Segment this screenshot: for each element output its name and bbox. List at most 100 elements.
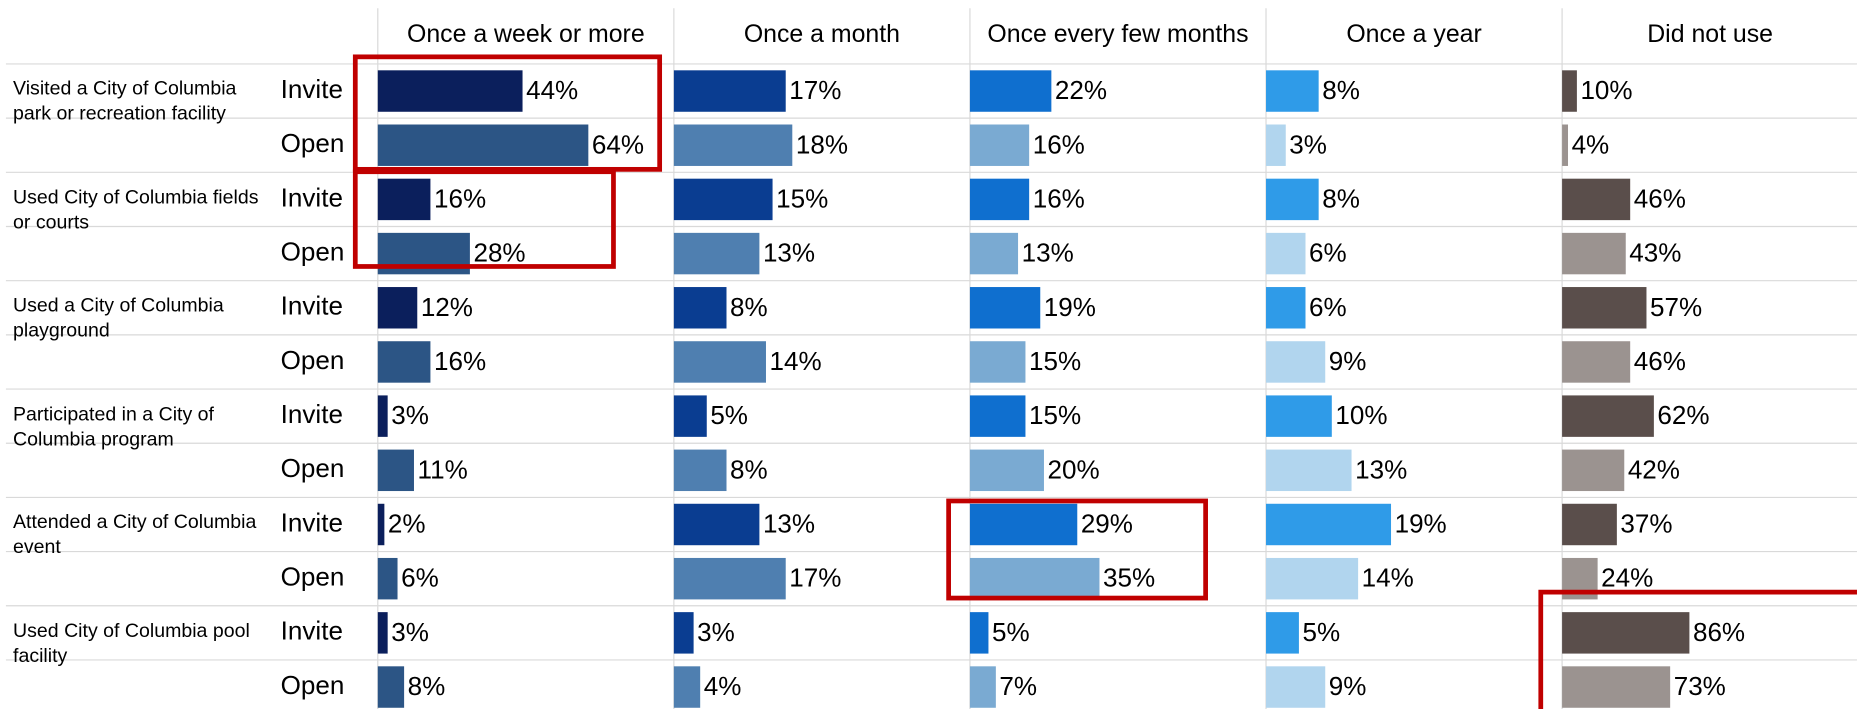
- value-label: 5%: [710, 400, 748, 430]
- bar: [1266, 612, 1299, 654]
- bar: [1266, 178, 1319, 221]
- bar: [969, 395, 1026, 437]
- value-label: 12%: [421, 292, 473, 322]
- bar: [1562, 287, 1647, 329]
- group-label: Invite: [281, 399, 343, 429]
- panel-header: Once a month: [744, 20, 900, 48]
- category-label: Used a City of Columbia playground: [13, 294, 224, 342]
- panel-header: Once a week or more: [407, 20, 645, 48]
- group-label: Invite: [281, 74, 343, 104]
- category-label: Attended a City of Columbia event: [13, 511, 257, 558]
- value-label: 16%: [1033, 129, 1085, 159]
- category-label: Used City of Columbia fields or courts: [13, 186, 259, 233]
- value-label: 13%: [1022, 238, 1074, 268]
- value-label: 6%: [401, 563, 439, 593]
- value-label: 42%: [1628, 454, 1680, 484]
- bar: [377, 124, 589, 166]
- value-label: 15%: [1029, 346, 1081, 376]
- highlight-boxes: [352, 54, 1857, 709]
- value-label: 19%: [1395, 509, 1447, 539]
- value-label: 15%: [776, 183, 828, 213]
- value-label: 6%: [1309, 292, 1347, 322]
- bar: [673, 287, 727, 329]
- value-label: 2%: [388, 509, 426, 539]
- value-label: 28%: [473, 238, 525, 268]
- bar: [1562, 612, 1690, 654]
- bar: [969, 178, 1030, 221]
- bar: [969, 232, 1019, 275]
- value-label: 62%: [1657, 400, 1709, 430]
- bar: [377, 557, 398, 600]
- value-label: 18%: [796, 129, 848, 159]
- group-label: Open: [281, 562, 345, 592]
- bar: [377, 503, 385, 546]
- bar: [377, 395, 388, 437]
- bar: [1562, 124, 1569, 166]
- group-label: Open: [281, 345, 345, 375]
- highlight-box: [352, 169, 616, 269]
- bar: [673, 503, 760, 546]
- value-label: 29%: [1081, 509, 1133, 539]
- bar: [377, 341, 431, 383]
- value-label: 3%: [697, 617, 735, 647]
- bar: [673, 178, 773, 221]
- panel-header: Once every few months: [987, 20, 1248, 48]
- value-label: 43%: [1629, 238, 1681, 268]
- value-label: 4%: [1572, 129, 1610, 159]
- bar: [1266, 503, 1392, 546]
- value-label: 13%: [763, 509, 815, 539]
- highlight-box: [1538, 589, 1857, 709]
- panel-header: Once a year: [1346, 20, 1481, 48]
- bar: [673, 341, 766, 383]
- group-label: Invite: [281, 182, 343, 212]
- value-label: 86%: [1693, 617, 1745, 647]
- bar: [377, 449, 414, 492]
- bar: [1266, 666, 1326, 708]
- value-label: 3%: [1289, 129, 1327, 159]
- value-label: 9%: [1329, 346, 1367, 376]
- value-label: 13%: [1355, 454, 1407, 484]
- value-label: 14%: [1362, 563, 1414, 593]
- bar: [377, 666, 405, 708]
- value-label: 37%: [1620, 509, 1672, 539]
- bar: [1562, 178, 1631, 221]
- bar: [969, 287, 1041, 329]
- value-label: 8%: [1322, 183, 1360, 213]
- value-label: 6%: [1309, 238, 1347, 268]
- group-label: Open: [281, 236, 345, 266]
- bar: [673, 232, 760, 275]
- bar: [673, 612, 694, 654]
- bar: [1562, 70, 1577, 112]
- value-label: 8%: [730, 454, 768, 484]
- value-label: 64%: [592, 129, 644, 159]
- value-label: 5%: [1302, 617, 1340, 647]
- value-label: 16%: [434, 346, 486, 376]
- value-label: 15%: [1029, 400, 1081, 430]
- bar: [969, 124, 1030, 166]
- value-label: 17%: [789, 563, 841, 593]
- value-label: 5%: [992, 617, 1030, 647]
- value-label: 3%: [391, 400, 429, 430]
- value-label: 73%: [1674, 671, 1726, 701]
- panel-header: Did not use: [1647, 20, 1773, 48]
- group-label: Open: [281, 670, 345, 700]
- value-label: 10%: [1580, 75, 1632, 105]
- value-label: 14%: [770, 346, 822, 376]
- bar: [377, 287, 418, 329]
- bar: [1562, 395, 1654, 437]
- bar: [1562, 232, 1626, 275]
- value-label: 44%: [526, 75, 578, 105]
- bar: [377, 612, 388, 654]
- value-label: 46%: [1634, 346, 1686, 376]
- bar: [673, 449, 727, 492]
- bar: [1266, 341, 1326, 383]
- group-label: Open: [281, 453, 345, 483]
- value-label: 3%: [391, 617, 429, 647]
- value-label: 7%: [999, 671, 1037, 701]
- group-label: Invite: [281, 616, 343, 646]
- bar: [969, 70, 1052, 112]
- bar: [1266, 287, 1306, 329]
- value-label: 46%: [1634, 183, 1686, 213]
- bar: [673, 557, 786, 600]
